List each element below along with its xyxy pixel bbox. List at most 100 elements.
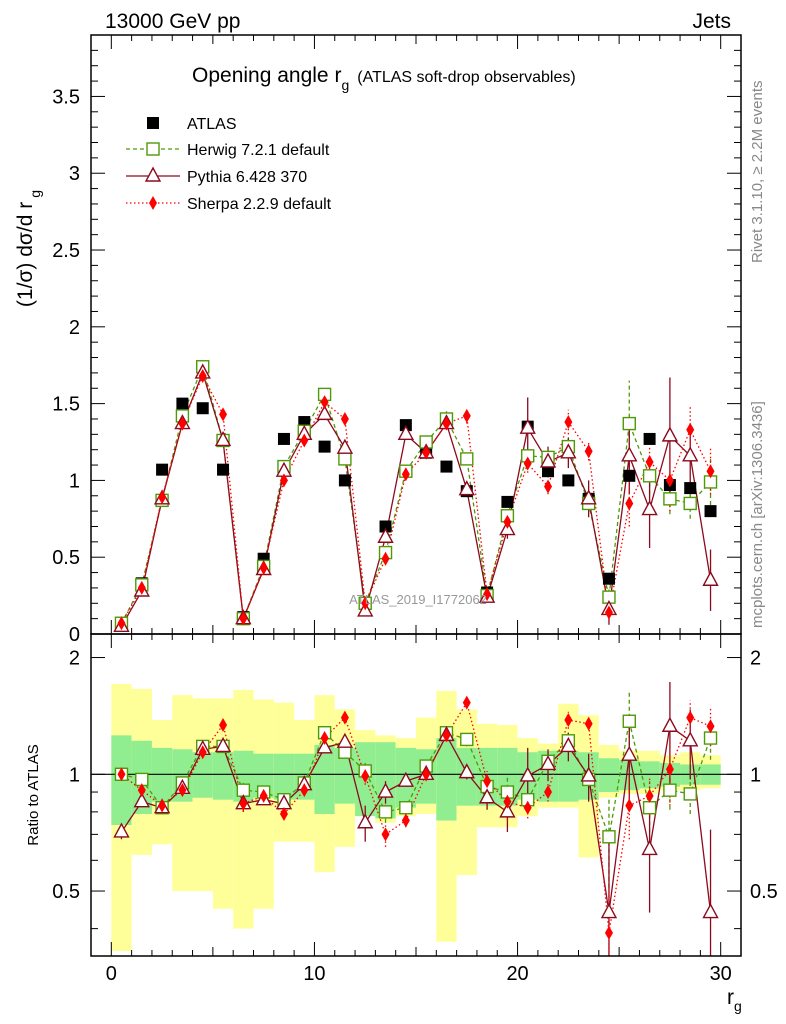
ratio-point-herwig xyxy=(378,805,393,819)
ratio-point-herwig xyxy=(399,801,413,815)
point-diamond xyxy=(422,445,431,460)
chart-title: Opening angle rg (ATLAS soft-drop observa… xyxy=(192,64,576,93)
point-data xyxy=(602,572,615,585)
x-tick-label: 30 xyxy=(710,963,732,985)
point-triangle xyxy=(336,438,354,454)
x-axis-label: rg xyxy=(727,986,742,1014)
ratio-point-pythia xyxy=(682,731,699,747)
point-data xyxy=(196,402,209,415)
ratio-series xyxy=(113,681,719,956)
legend-atlas-label: ATLAS xyxy=(187,116,237,133)
ratio-point-herwig xyxy=(703,731,718,745)
point-diamond xyxy=(401,467,410,482)
point-square xyxy=(338,452,352,466)
ratio-band-stat xyxy=(598,758,620,793)
ratio-point-pythia xyxy=(519,766,536,782)
point-square xyxy=(683,496,697,511)
ratio-point-sherpa xyxy=(686,710,695,725)
legend-pythia-label: Pythia 6.428 370 xyxy=(187,169,307,186)
point-diamond xyxy=(340,411,349,426)
ratio-band-stat xyxy=(436,738,457,821)
point-diamond xyxy=(137,580,146,595)
point-diamond xyxy=(503,514,512,529)
point-data xyxy=(501,495,514,508)
series-line-diamond xyxy=(120,374,712,624)
y-tick-label: 3 xyxy=(69,163,80,185)
ratio-point-pythia xyxy=(539,754,557,771)
ratio-point-sherpa xyxy=(259,788,268,803)
point-diamond xyxy=(584,444,593,459)
ratio-point-pythia xyxy=(336,732,354,748)
ratio-point-pythia xyxy=(214,736,232,753)
axis-ticks: 0 10 20 30 0 0.5 1 1.5 2 2.5 3 3.5 0.5 0.5 1 1 2 2 xyxy=(52,35,778,985)
point-diamond xyxy=(544,479,553,494)
legend-herwig-marker xyxy=(146,142,160,156)
legend-sherpa-label: Sherpa 2.2.9 default xyxy=(187,196,332,213)
point-data xyxy=(217,463,230,476)
ratio-point-sherpa xyxy=(361,768,370,783)
point-triangle xyxy=(316,404,333,421)
point-data xyxy=(542,465,555,478)
point-triangle xyxy=(682,446,699,462)
point-diamond xyxy=(442,416,451,431)
header-right: Jets xyxy=(692,10,731,33)
point-triangle xyxy=(458,480,475,496)
point-triangle xyxy=(539,452,557,468)
ratio-point-sherpa xyxy=(320,731,329,746)
ratio-point-pythia xyxy=(357,813,374,829)
point-data xyxy=(379,520,392,533)
point-diamond xyxy=(604,605,613,620)
point-diamond xyxy=(564,415,573,430)
point-square xyxy=(622,416,636,431)
ratio-point-sherpa xyxy=(483,774,492,789)
series-line-triangle xyxy=(120,370,712,627)
ratio-point-pythia xyxy=(377,782,394,798)
point-diamond xyxy=(219,407,228,422)
ratio-point-sherpa xyxy=(564,713,573,728)
point-data xyxy=(704,505,717,518)
ratio-point-pythia xyxy=(397,771,415,787)
y-axis-label: (1/σ) dσ/d rg xyxy=(14,190,43,307)
ratio-y-tick-label-right: 0.5 xyxy=(750,881,778,903)
series-line-square xyxy=(120,364,712,624)
legend-herwig-label: Herwig 7.2.1 default xyxy=(187,142,330,159)
point-diamond xyxy=(686,422,695,437)
ratio-point-pythia xyxy=(316,738,333,754)
ratio-point-pythia xyxy=(499,802,516,818)
point-triangle xyxy=(580,489,597,505)
ratio-point-pythia xyxy=(133,792,150,808)
point-data xyxy=(318,440,331,453)
x-tick-label: 0 xyxy=(106,963,117,985)
point-diamond xyxy=(361,596,370,611)
ratio-point-sherpa xyxy=(645,788,654,803)
y-tick-label: 1 xyxy=(69,470,80,492)
ratio-point-sherpa xyxy=(239,796,248,811)
point-diamond xyxy=(198,368,207,383)
point-square xyxy=(460,452,474,466)
point-diamond xyxy=(665,473,674,488)
ratio-point-sherpa xyxy=(117,767,126,782)
point-data xyxy=(440,460,453,473)
x-tick-label: 10 xyxy=(303,963,325,985)
y-tick-label: 3.5 xyxy=(52,86,80,108)
point-triangle xyxy=(214,431,232,447)
ratio-point-pythia xyxy=(113,822,130,838)
legend: ATLAS Herwig 7.2.1 default Pythia 6.428 … xyxy=(126,116,332,213)
point-triangle xyxy=(621,446,638,462)
ratio-point-sherpa xyxy=(401,813,410,828)
ratio-point-sherpa xyxy=(137,783,146,798)
ratio-point-pythia xyxy=(560,736,577,753)
ratio-point-pythia xyxy=(580,766,597,782)
ratio-point-sherpa xyxy=(219,717,228,732)
legend-pythia-marker xyxy=(144,166,162,182)
ratio-point-sherpa xyxy=(604,925,613,940)
ratio-line-herwig xyxy=(121,721,712,840)
ratio-point-sherpa xyxy=(279,806,288,821)
ratio-point-sherpa xyxy=(523,800,532,815)
ratio-point-herwig xyxy=(642,801,657,815)
watermark: ATLAS_2019_I1772062 xyxy=(349,592,487,607)
ratio-y-tick-label-right: 1 xyxy=(750,764,761,786)
ratio-point-pythia xyxy=(458,763,475,779)
ratio-point-sherpa xyxy=(544,785,553,800)
ratio-point-sherpa xyxy=(584,716,593,731)
